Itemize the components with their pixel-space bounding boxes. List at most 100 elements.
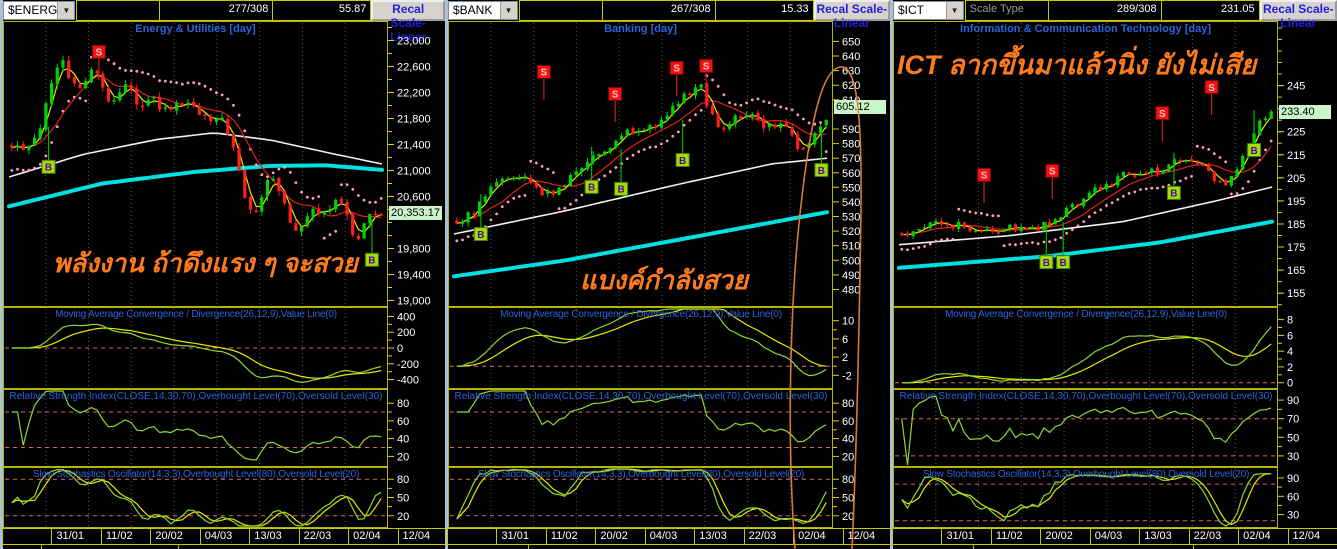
svg-text:175: 175 xyxy=(1287,242,1305,254)
rsi-line xyxy=(456,390,827,443)
date-cell: 02/04 xyxy=(793,528,844,545)
pane-border xyxy=(893,307,1278,389)
rsi-line xyxy=(901,395,1272,466)
last-value-cell: 55.87 xyxy=(272,0,372,21)
svg-text:40: 40 xyxy=(397,434,409,446)
sar-dots xyxy=(455,74,828,243)
date-cell xyxy=(892,528,943,545)
svg-text:S: S xyxy=(1049,167,1056,178)
date-cell: 12/04 xyxy=(842,528,893,545)
symbol-dropdown[interactable]: $ENERG ▼ xyxy=(3,1,76,20)
svg-text:60: 60 xyxy=(1287,491,1299,503)
price-chart-canvas[interactable]: SBB23,00022,60022,20021,80021,40021,0002… xyxy=(3,21,448,528)
slow-ma-line xyxy=(453,157,828,235)
buy-marker xyxy=(364,252,379,267)
svg-text:205: 205 xyxy=(1287,173,1305,185)
date-cell: 31/01 xyxy=(941,528,992,545)
svg-text:650: 650 xyxy=(842,36,860,48)
trader-annotation: แบงค์กำลังสวย xyxy=(580,265,749,295)
last-price-tag: 233.40 xyxy=(1279,105,1331,119)
trader-annotation: พลังงาน ถ้าดึงแรง ๆ จะสวย xyxy=(53,248,358,278)
macd-label: Moving Average Convergence / Divergence(… xyxy=(55,309,337,320)
svg-text:520: 520 xyxy=(842,226,860,238)
recal-scale-button[interactable]: Recal Scale-Linear xyxy=(1259,0,1337,30)
svg-text:80: 80 xyxy=(842,398,854,410)
chevron-down-icon[interactable]: ▼ xyxy=(499,2,517,19)
date-cell: 04/03 xyxy=(644,528,696,545)
pane-border xyxy=(893,21,1278,307)
chart-area: S B B 23,000 22,600 22,200 21,800 21,400 21,000 2… xyxy=(3,21,445,528)
last-price-tag: 20,353.17 xyxy=(389,206,442,220)
svg-text:30: 30 xyxy=(1287,510,1299,522)
chevron-down-icon[interactable]: ▼ xyxy=(945,2,963,19)
bar-count-cell: 267/308 xyxy=(601,0,716,21)
trader-annotation: ICT ลากขึ้นมาแล้วนิ่ง ยังไม่เสีย xyxy=(897,50,1257,80)
long-ma-line xyxy=(897,219,1274,270)
price-chart-canvas[interactable]: SSSSBBBB24523522521520519518517516515586… xyxy=(893,21,1337,528)
stochastics-pane xyxy=(450,468,831,525)
svg-text:2: 2 xyxy=(1287,362,1293,374)
stochastics-pane xyxy=(895,473,1276,527)
svg-text:50: 50 xyxy=(1287,432,1299,444)
svg-text:155: 155 xyxy=(1287,288,1305,300)
stoch-label: Slow Stochastics Oscillator(14,3,3),Over… xyxy=(477,469,805,480)
svg-text:B: B xyxy=(1250,146,1257,157)
rsi-pane xyxy=(450,390,831,448)
svg-text:B: B xyxy=(477,230,484,241)
svg-text:30: 30 xyxy=(1287,451,1299,463)
recal-scale-button[interactable]: Recal Scale-Linear xyxy=(371,0,445,44)
sell-marker xyxy=(536,64,551,79)
svg-text:6: 6 xyxy=(1287,330,1293,342)
svg-text:80: 80 xyxy=(842,474,854,486)
date-axis: 31/01 11/02 20/02 04/03 13/03 22/03 02/04 12/04 xyxy=(2,528,448,545)
macd-label: Moving Average Convergence / Divergence(… xyxy=(945,309,1227,320)
symbol-dropdown[interactable]: $BANK ▼ xyxy=(448,1,518,20)
date-cell: 20/02 xyxy=(595,528,646,545)
svg-text:245: 245 xyxy=(1287,81,1305,93)
chart-area: SSSSBBBBB6506406306206105905805705605505… xyxy=(448,21,890,528)
svg-text:510: 510 xyxy=(842,241,860,253)
date-cell xyxy=(2,528,53,545)
rsi-line xyxy=(11,390,382,461)
svg-text:21,800: 21,800 xyxy=(397,114,431,126)
svg-text:540: 540 xyxy=(842,197,860,209)
chart-title: Information & Communication Technology [… xyxy=(960,23,1211,35)
svg-text:23,000: 23,000 xyxy=(397,36,431,48)
svg-text:165: 165 xyxy=(1287,265,1305,277)
bar-count-cell: 289/308 xyxy=(1047,0,1162,21)
symbol-value: $BANK xyxy=(453,3,493,17)
recal-scale-button[interactable]: Recal Scale-Linear xyxy=(813,0,890,30)
svg-text:0: 0 xyxy=(1287,378,1293,390)
clipped-row xyxy=(3,545,445,549)
svg-text:B: B xyxy=(45,163,52,174)
date-cell: 11/02 xyxy=(100,528,152,545)
slow-ma-line xyxy=(8,132,383,178)
symbol-dropdown[interactable]: $ICT ▼ xyxy=(893,1,964,20)
svg-text:19,000: 19,000 xyxy=(397,296,431,308)
svg-text:550: 550 xyxy=(842,182,860,194)
stoch-d-line xyxy=(11,469,382,527)
svg-text:580: 580 xyxy=(842,139,860,151)
pane-border xyxy=(893,389,1278,467)
macd-pane xyxy=(450,308,831,377)
sell-marker xyxy=(91,44,106,59)
macd-pane xyxy=(895,326,1276,384)
last-value-cell: 15.33 xyxy=(714,0,814,21)
date-axis: 31/01 11/02 20/02 04/03 13/03 22/03 02/04 12/04 xyxy=(892,528,1337,545)
svg-text:590: 590 xyxy=(842,124,860,136)
bar-count-cell: 277/308 xyxy=(159,0,274,21)
stoch-k-line xyxy=(456,468,827,525)
svg-text:50: 50 xyxy=(842,493,854,505)
chevron-down-icon[interactable]: ▼ xyxy=(57,2,75,19)
trade-signal-markers: S B B xyxy=(41,44,379,267)
pane-border xyxy=(893,467,1278,528)
stoch-label: Slow Stochastics Oscillator(14,3,3),Over… xyxy=(922,469,1250,480)
chart-panel-bank: $BANK ▼ 267/308 15.33 Recal Scale-Linear… xyxy=(445,0,919,549)
buy-marker xyxy=(41,159,56,174)
svg-text:560: 560 xyxy=(842,168,860,180)
candlesticks xyxy=(10,55,383,241)
pane-border xyxy=(3,21,388,307)
svg-text:19,400: 19,400 xyxy=(397,270,431,282)
candlesticks xyxy=(455,82,828,227)
